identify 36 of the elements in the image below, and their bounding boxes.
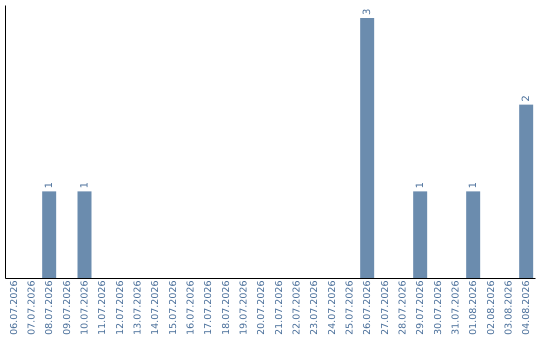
data-label: 3 [362,8,374,15]
x-tick-label: 31.07.2026 [450,280,462,335]
x-tick-label: 19.07.2026 [238,280,250,335]
x-tick-label: 11.07.2026 [97,280,108,335]
x-tick-label: 29.07.2026 [415,280,426,335]
x-tick-label: 08.07.2026 [44,280,56,335]
x-tick-label: 20.07.2026 [256,280,268,335]
x-tick-label: 09.07.2026 [62,280,73,335]
x-tick-label: 17.07.2026 [203,280,214,335]
data-label: 1 [468,182,480,188]
data-label: 1 [80,182,90,188]
x-tick-label: 30.07.2026 [432,280,444,335]
x-tick-label: 10.07.2026 [80,280,90,335]
x-tick-label: 18.07.2026 [220,280,232,335]
x-tick-label: 01.08.2026 [468,280,480,335]
x-tick-label: 06.07.2026 [8,280,20,335]
x-tick-label: 12.07.2026 [114,280,126,335]
x-tick-label: 25.07.2026 [344,280,356,335]
x-tick-label: 16.07.2026 [186,280,196,335]
data-label: 1 [415,182,426,188]
x-tick-label: 02.08.2026 [486,280,497,335]
x-tick-label: 03.08.2026 [504,280,514,335]
data-label: 2 [521,95,532,102]
x-tick-label: 21.07.2026 [274,280,285,335]
x-tick-label: 14.07.2026 [150,280,162,335]
x-tick-label: 27.07.2026 [380,280,391,335]
x-tick-label: 13.07.2026 [132,280,144,335]
x-tick-label: 07.07.2026 [26,280,38,335]
x-tick-label: 24.07.2026 [326,280,338,335]
x-tick-label: 04.08.2026 [521,280,532,335]
x-tick-label: 23.07.2026 [309,280,320,335]
x-tick-label: 26.07.2026 [362,280,374,335]
x-tick-label: 22.07.2026 [292,280,302,335]
x-tick-label: 28.07.2026 [398,280,408,335]
data-label: 1 [44,182,56,188]
x-tick-label: 15.07.2026 [168,280,179,335]
